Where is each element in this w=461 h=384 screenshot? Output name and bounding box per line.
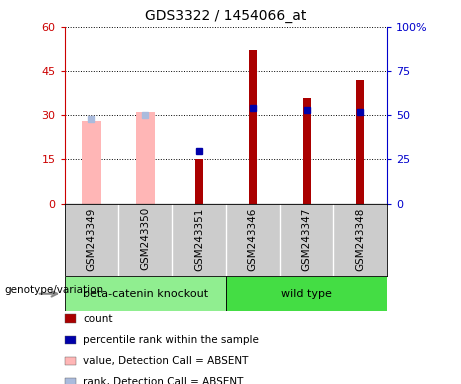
Bar: [249, 50, 257, 204]
Text: value, Detection Call = ABSENT: value, Detection Call = ABSENT: [83, 356, 248, 366]
Text: beta-catenin knockout: beta-catenin knockout: [83, 289, 208, 299]
Title: GDS3322 / 1454066_at: GDS3322 / 1454066_at: [145, 9, 307, 23]
Text: count: count: [83, 314, 112, 324]
Text: GSM243349: GSM243349: [86, 207, 96, 271]
Text: wild type: wild type: [281, 289, 332, 299]
Bar: [302, 98, 311, 204]
Text: GSM243348: GSM243348: [355, 207, 366, 271]
Bar: [226, 276, 387, 311]
Bar: [356, 80, 364, 204]
Text: percentile rank within the sample: percentile rank within the sample: [83, 335, 259, 345]
Text: GSM243351: GSM243351: [194, 207, 204, 271]
Bar: [195, 159, 203, 204]
Text: GSM243350: GSM243350: [140, 207, 150, 270]
Text: GSM243347: GSM243347: [301, 207, 312, 271]
Bar: [82, 121, 101, 204]
Bar: [65, 276, 226, 311]
Text: GSM243346: GSM243346: [248, 207, 258, 271]
Bar: [136, 112, 154, 204]
Text: genotype/variation: genotype/variation: [5, 285, 104, 295]
Text: rank, Detection Call = ABSENT: rank, Detection Call = ABSENT: [83, 377, 243, 384]
